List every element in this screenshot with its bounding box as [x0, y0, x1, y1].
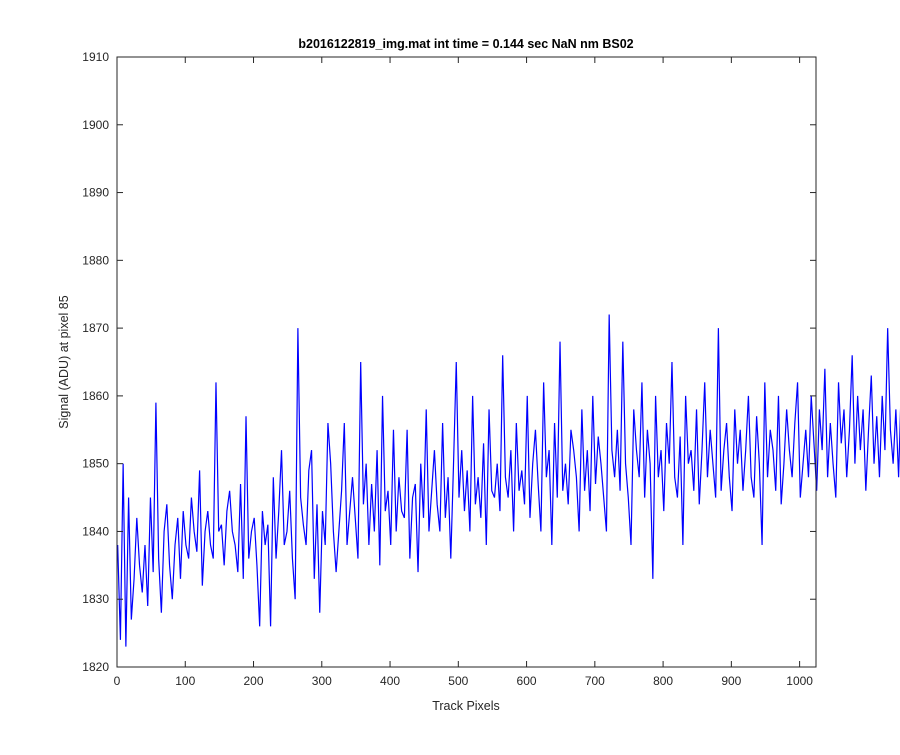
y-tick-label: 1880 [82, 253, 109, 267]
x-tick-label: 500 [448, 674, 468, 688]
y-tick-label: 1900 [82, 118, 109, 132]
x-tick-label: 0 [114, 674, 121, 688]
x-tick-label: 900 [721, 674, 741, 688]
series-line-0 [117, 314, 900, 647]
y-tick-label: 1830 [82, 592, 109, 606]
x-ticks: 0 100 200 300 400 500 600 700 800 900 1000 [114, 57, 813, 688]
x-axis-label: Track Pixels [432, 699, 500, 713]
plot-area-background [117, 57, 816, 667]
y-ticks: 1820 1830 1840 1850 1860 1870 1880 1890 1900 1910 [82, 50, 816, 674]
y-axis-label: Signal (ADU) at pixel 85 [57, 295, 71, 428]
x-tick-label: 100 [175, 674, 195, 688]
chart-title: b2016122819_img.mat int time = 0.144 sec… [298, 37, 633, 51]
series-layer [117, 314, 900, 647]
y-tick-label: 1840 [82, 524, 109, 538]
y-tick-label: 1850 [82, 457, 109, 471]
x-tick-label: 700 [585, 674, 605, 688]
x-tick-label: 1000 [786, 674, 813, 688]
y-tick-label: 1820 [82, 660, 109, 674]
x-tick-label: 400 [380, 674, 400, 688]
x-tick-label: 800 [653, 674, 673, 688]
y-tick-label: 1890 [82, 186, 109, 200]
y-tick-label: 1870 [82, 321, 109, 335]
y-tick-label: 1860 [82, 389, 109, 403]
plot-frame [116, 56, 817, 668]
x-tick-label: 300 [312, 674, 332, 688]
x-tick-label: 600 [517, 674, 537, 688]
y-tick-label: 1910 [82, 50, 109, 64]
x-tick-label: 200 [244, 674, 264, 688]
